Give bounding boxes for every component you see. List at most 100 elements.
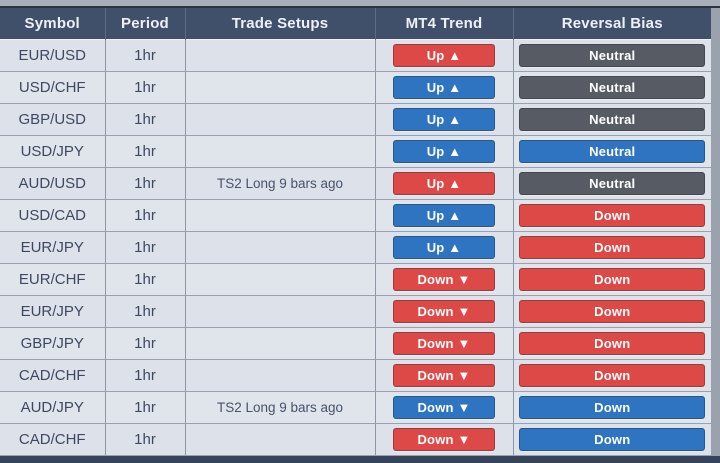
mt4-trend-button[interactable]: Down ▼ <box>393 428 495 451</box>
mt4-trend-button[interactable]: Down ▼ <box>393 300 495 323</box>
reversal-bias-cell: Down <box>513 391 711 424</box>
symbol-cell: AUD/USD <box>0 167 106 200</box>
mt4-trend-cell: Down ▼ <box>375 423 514 456</box>
symbol-cell: GBP/JPY <box>0 327 106 360</box>
period-cell: 1hr <box>105 39 186 72</box>
reversal-bias-button[interactable]: Down <box>519 300 706 323</box>
trade-setup-cell <box>185 135 376 168</box>
mt4-trend-button[interactable]: Down ▼ <box>393 364 495 387</box>
top-edge-strip <box>0 0 720 8</box>
reversal-bias-cell: Neutral <box>513 135 711 168</box>
trade-setup-cell <box>185 231 376 264</box>
trade-setup-cell <box>185 71 376 104</box>
reversal-bias-button[interactable]: Neutral <box>519 76 706 99</box>
mt4-trend-cell: Up ▲ <box>375 167 514 200</box>
reversal-bias-cell: Neutral <box>513 103 711 136</box>
period-cell: 1hr <box>105 199 186 232</box>
table-row: EUR/USD 1hr Up ▲ Neutral <box>0 39 711 72</box>
period-cell: 1hr <box>105 327 186 360</box>
column-header-reversal-bias: Reversal Bias <box>513 8 711 40</box>
trade-setup-cell: TS2 Long 9 bars ago <box>185 391 376 424</box>
mt4-trend-cell: Up ▲ <box>375 71 514 104</box>
reversal-bias-cell: Neutral <box>513 167 711 200</box>
reversal-bias-button[interactable]: Down <box>519 236 706 259</box>
mt4-trend-button[interactable]: Up ▲ <box>393 204 495 227</box>
period-cell: 1hr <box>105 135 186 168</box>
period-cell: 1hr <box>105 295 186 328</box>
forex-signal-table: Symbol Period Trade Setups MT4 Trend Rev… <box>0 8 711 456</box>
column-header-trade-setups: Trade Setups <box>185 8 376 40</box>
trade-setup-cell <box>185 39 376 72</box>
mt4-trend-button[interactable]: Up ▲ <box>393 172 495 195</box>
mt4-trend-button[interactable]: Down ▼ <box>393 396 495 419</box>
table-row: AUD/USD 1hr TS2 Long 9 bars ago Up ▲ Neutral <box>0 167 711 200</box>
mt4-trend-cell: Up ▲ <box>375 39 514 72</box>
bottom-edge-strip <box>0 456 720 463</box>
table-row: GBP/USD 1hr Up ▲ Neutral <box>0 103 711 136</box>
symbol-cell: AUD/JPY <box>0 391 106 424</box>
reversal-bias-button[interactable]: Down <box>519 364 706 387</box>
reversal-bias-cell: Down <box>513 359 711 392</box>
mt4-trend-button[interactable]: Up ▲ <box>393 108 495 131</box>
mt4-trend-button[interactable]: Down ▼ <box>393 268 495 291</box>
mt4-trend-button[interactable]: Down ▼ <box>393 332 495 355</box>
mt4-trend-cell: Down ▼ <box>375 263 514 296</box>
mt4-trend-button[interactable]: Up ▲ <box>393 236 495 259</box>
trade-setup-cell <box>185 263 376 296</box>
reversal-bias-button[interactable]: Neutral <box>519 172 706 195</box>
symbol-cell: EUR/CHF <box>0 263 106 296</box>
reversal-bias-button[interactable]: Down <box>519 396 706 419</box>
mt4-trend-cell: Down ▼ <box>375 391 514 424</box>
reversal-bias-button[interactable]: Down <box>519 204 706 227</box>
reversal-bias-button[interactable]: Down <box>519 268 706 291</box>
table-row: EUR/JPY 1hr Down ▼ Down <box>0 295 711 328</box>
reversal-bias-button[interactable]: Neutral <box>519 140 706 163</box>
symbol-cell: USD/JPY <box>0 135 106 168</box>
table-row: CAD/CHF 1hr Down ▼ Down <box>0 359 711 392</box>
table-row: AUD/JPY 1hr TS2 Long 9 bars ago Down ▼ Down <box>0 391 711 424</box>
column-header-symbol: Symbol <box>0 8 106 40</box>
trade-setup-cell: TS2 Long 9 bars ago <box>185 167 376 200</box>
mt4-trend-cell: Up ▲ <box>375 103 514 136</box>
mt4-trend-cell: Up ▲ <box>375 135 514 168</box>
period-cell: 1hr <box>105 423 186 456</box>
trade-setup-cell <box>185 423 376 456</box>
symbol-cell: EUR/JPY <box>0 231 106 264</box>
reversal-bias-button[interactable]: Neutral <box>519 108 706 131</box>
symbol-cell: CAD/CHF <box>0 359 106 392</box>
period-cell: 1hr <box>105 167 186 200</box>
reversal-bias-cell: Down <box>513 231 711 264</box>
symbol-cell: EUR/USD <box>0 39 106 72</box>
mt4-trend-button[interactable]: Up ▲ <box>393 76 495 99</box>
period-cell: 1hr <box>105 391 186 424</box>
symbol-cell: CAD/CHF <box>0 423 106 456</box>
mt4-trend-cell: Down ▼ <box>375 359 514 392</box>
table-header: Symbol Period Trade Setups MT4 Trend Rev… <box>0 8 711 40</box>
mt4-trend-button[interactable]: Up ▲ <box>393 44 495 67</box>
symbol-cell: GBP/USD <box>0 103 106 136</box>
reversal-bias-button[interactable]: Neutral <box>519 44 706 67</box>
table-row: EUR/JPY 1hr Up ▲ Down <box>0 231 711 264</box>
table-row: GBP/JPY 1hr Down ▼ Down <box>0 327 711 360</box>
period-cell: 1hr <box>105 103 186 136</box>
period-cell: 1hr <box>105 231 186 264</box>
table-row: EUR/CHF 1hr Down ▼ Down <box>0 263 711 296</box>
reversal-bias-cell: Neutral <box>513 39 711 72</box>
reversal-bias-cell: Neutral <box>513 71 711 104</box>
mt4-trend-cell: Down ▼ <box>375 327 514 360</box>
table-body: EUR/USD 1hr Up ▲ Neutral USD/CHF 1hr Up ▲ Neutr… <box>0 39 711 456</box>
trade-setup-cell <box>185 295 376 328</box>
symbol-cell: USD/CHF <box>0 71 106 104</box>
table-row: USD/CAD 1hr Up ▲ Down <box>0 199 711 232</box>
mt4-trend-cell: Down ▼ <box>375 295 514 328</box>
mt4-trend-cell: Up ▲ <box>375 199 514 232</box>
reversal-bias-button[interactable]: Down <box>519 332 706 355</box>
column-header-period: Period <box>105 8 186 40</box>
table-row: CAD/CHF 1hr Down ▼ Down <box>0 423 711 456</box>
symbol-cell: USD/CAD <box>0 199 106 232</box>
reversal-bias-button[interactable]: Down <box>519 428 706 451</box>
trade-setup-cell <box>185 359 376 392</box>
trade-setup-cell <box>185 103 376 136</box>
mt4-trend-button[interactable]: Up ▲ <box>393 140 495 163</box>
